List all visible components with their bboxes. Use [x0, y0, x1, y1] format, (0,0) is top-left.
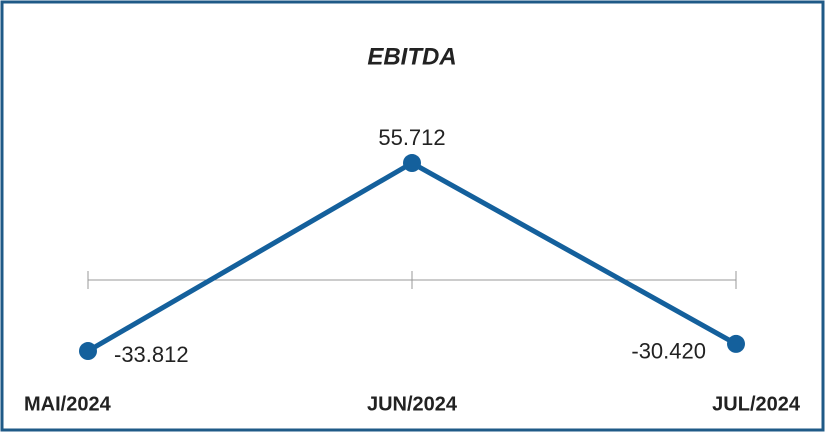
- data-label: -33.812: [114, 342, 189, 367]
- x-tick-label: JUN/2024: [367, 393, 458, 415]
- x-tick-label: MAI/2024: [24, 393, 112, 415]
- point: [727, 334, 745, 353]
- x-tick-label: JUL/2024: [712, 393, 801, 415]
- point: [403, 154, 421, 173]
- data-label: -30.420: [631, 339, 706, 364]
- data-label: 55.712: [378, 125, 445, 150]
- point: [79, 342, 97, 361]
- chart-title: EBITDA: [367, 43, 456, 70]
